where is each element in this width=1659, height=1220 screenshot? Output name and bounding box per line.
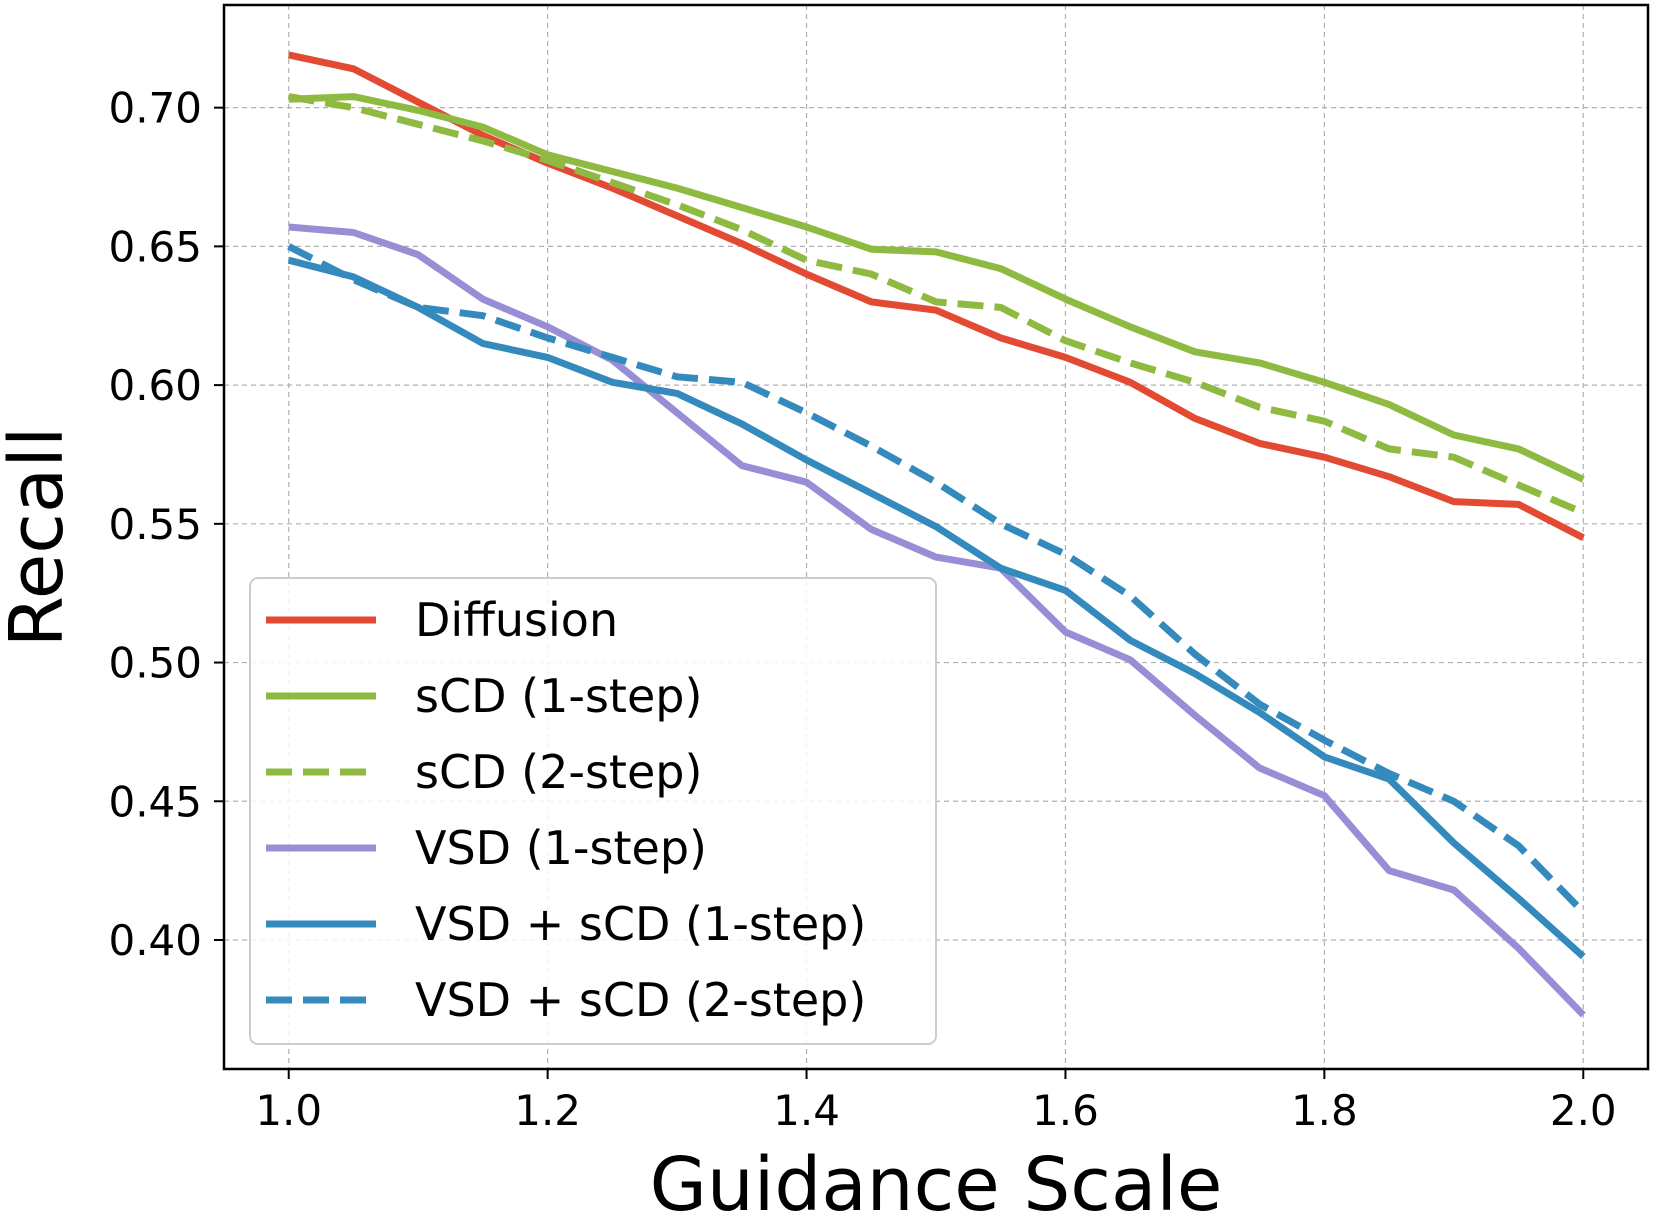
y-tick-label: 0.45 <box>108 777 202 826</box>
series-line <box>287 243 1586 915</box>
legend-label: Diffusion <box>415 593 618 647</box>
series-line <box>288 223 1586 1018</box>
y-tick-label: 0.65 <box>108 222 202 271</box>
legend-label: VSD + sCD (2-step) <box>415 973 866 1027</box>
y-tick-label: 0.60 <box>108 361 202 410</box>
legend-label: VSD + sCD (1-step) <box>415 897 866 951</box>
x-tick-label: 1.0 <box>255 1086 322 1135</box>
plot-frame <box>222 3 1650 1071</box>
series-line <box>288 93 1585 483</box>
x-axis-title: Guidance Scale <box>650 1142 1223 1220</box>
x-tick-label: 1.6 <box>1032 1086 1099 1135</box>
legend-label: VSD (1-step) <box>415 821 707 875</box>
legend-box <box>249 577 937 1045</box>
y-tick-label: 0.50 <box>108 639 202 688</box>
series-line <box>288 93 1585 516</box>
x-tick-label: 2.0 <box>1550 1086 1617 1135</box>
series-lines <box>287 51 1586 1018</box>
x-tick-label: 1.8 <box>1291 1086 1358 1135</box>
y-tick-label: 0.70 <box>108 84 202 133</box>
x-tick-label: 1.2 <box>514 1086 581 1135</box>
legend: Diffusion sCD (1-step) sCD (2-step) VSD (1-… <box>249 577 937 1045</box>
y-tick-label: 0.40 <box>108 916 202 965</box>
axis-ticks: 1.0 1.2 1.4 1.6 1.8 2.0 0.40 0.45 0.50 0.55 0.60 0.… <box>108 84 1616 1135</box>
series-line <box>287 256 1586 960</box>
y-tick-label: 0.55 <box>108 500 202 549</box>
legend-label: sCD (2-step) <box>415 745 702 799</box>
series-line <box>287 51 1585 541</box>
legend-label: sCD (1-step) <box>415 669 702 723</box>
y-axis-title: Recall <box>0 427 80 648</box>
x-tick-label: 1.4 <box>773 1086 840 1135</box>
